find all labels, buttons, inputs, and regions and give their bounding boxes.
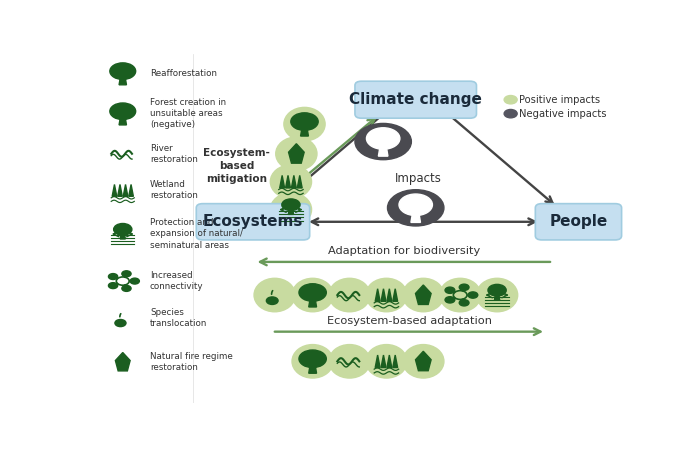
Circle shape (113, 223, 132, 235)
Text: Ecosystem-
based
mitigation: Ecosystem- based mitigation (203, 148, 270, 184)
Ellipse shape (366, 345, 407, 378)
Text: Increased
connectivity: Increased connectivity (150, 271, 204, 291)
Circle shape (110, 103, 136, 120)
Circle shape (282, 199, 300, 211)
Circle shape (299, 350, 326, 367)
Polygon shape (393, 289, 398, 301)
Text: Ecosystems: Ecosystems (203, 214, 303, 229)
Circle shape (108, 283, 118, 289)
Text: Positive impacts: Positive impacts (519, 95, 600, 105)
Circle shape (445, 287, 455, 294)
Polygon shape (116, 352, 130, 371)
Polygon shape (387, 355, 392, 367)
Ellipse shape (292, 345, 333, 378)
Circle shape (445, 297, 455, 303)
Text: Wetland
restoration: Wetland restoration (150, 180, 198, 200)
Circle shape (267, 297, 278, 304)
Polygon shape (375, 289, 380, 301)
Ellipse shape (329, 345, 370, 378)
Circle shape (122, 285, 131, 291)
Circle shape (504, 110, 517, 118)
Text: Species
translocation: Species translocation (150, 308, 207, 328)
Circle shape (299, 284, 326, 301)
Circle shape (388, 190, 444, 226)
Text: Reafforestation: Reafforestation (150, 69, 217, 78)
Text: Adaptation for biodiversity: Adaptation for biodiversity (328, 246, 480, 255)
Polygon shape (416, 285, 431, 304)
Circle shape (488, 284, 506, 296)
Polygon shape (309, 298, 316, 307)
Polygon shape (280, 175, 285, 188)
Circle shape (108, 274, 118, 280)
Polygon shape (288, 144, 304, 163)
Text: Negative impacts: Negative impacts (519, 109, 606, 119)
Circle shape (468, 292, 478, 298)
Polygon shape (416, 351, 431, 371)
Ellipse shape (270, 193, 312, 226)
FancyBboxPatch shape (536, 204, 622, 240)
Polygon shape (291, 175, 296, 188)
Polygon shape (123, 184, 128, 196)
Text: Natural fire regime
restoration: Natural fire regime restoration (150, 352, 232, 372)
Ellipse shape (477, 278, 518, 312)
Polygon shape (387, 289, 392, 301)
Polygon shape (118, 184, 122, 196)
Polygon shape (393, 355, 398, 367)
FancyBboxPatch shape (196, 204, 309, 240)
Ellipse shape (329, 278, 370, 312)
Text: Impacts: Impacts (395, 172, 442, 185)
Polygon shape (411, 212, 421, 222)
Ellipse shape (366, 278, 407, 312)
Ellipse shape (402, 345, 444, 378)
Ellipse shape (402, 278, 444, 312)
Circle shape (459, 284, 469, 290)
Text: Ecosystem-based adaptation: Ecosystem-based adaptation (327, 316, 491, 326)
Polygon shape (381, 289, 386, 301)
Polygon shape (119, 77, 127, 85)
Circle shape (290, 113, 318, 130)
Ellipse shape (440, 278, 481, 312)
Text: People: People (550, 214, 608, 229)
Text: River
restoration: River restoration (150, 144, 198, 164)
Circle shape (399, 194, 433, 216)
Circle shape (110, 63, 136, 79)
Text: Forest creation in
unsuitable areas
(negative): Forest creation in unsuitable areas (neg… (150, 98, 226, 129)
Polygon shape (375, 355, 380, 367)
Polygon shape (381, 355, 386, 367)
Circle shape (459, 300, 469, 306)
Ellipse shape (270, 165, 312, 198)
Polygon shape (129, 184, 134, 196)
Circle shape (130, 278, 139, 284)
Polygon shape (112, 184, 117, 196)
Polygon shape (119, 116, 127, 125)
Circle shape (122, 271, 131, 277)
Polygon shape (120, 233, 125, 239)
Polygon shape (298, 175, 302, 188)
Circle shape (355, 123, 412, 160)
Circle shape (115, 319, 126, 327)
FancyBboxPatch shape (355, 81, 477, 118)
Polygon shape (379, 145, 388, 156)
Ellipse shape (276, 137, 317, 170)
Polygon shape (494, 294, 500, 300)
Circle shape (504, 96, 517, 104)
Text: Protection and
expansion of natural/
seminatural areas: Protection and expansion of natural/ sem… (150, 218, 243, 250)
Polygon shape (300, 127, 309, 136)
Ellipse shape (292, 278, 333, 312)
Polygon shape (288, 208, 293, 214)
Text: Climate change: Climate change (349, 92, 482, 107)
Ellipse shape (284, 107, 325, 141)
Polygon shape (286, 175, 290, 188)
Circle shape (367, 128, 400, 149)
Ellipse shape (254, 278, 295, 312)
Polygon shape (309, 365, 316, 373)
